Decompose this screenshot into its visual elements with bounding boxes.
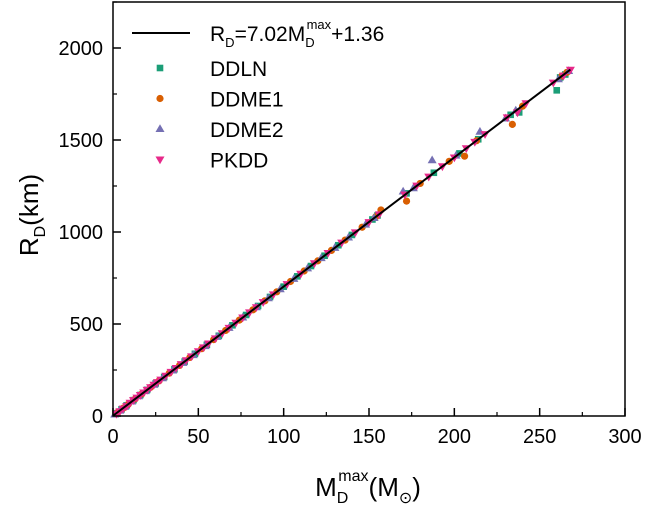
x-tick-label: 0 — [107, 426, 118, 448]
y-axis-label: RD(km) — [14, 174, 49, 256]
y-tick-label: 1000 — [59, 222, 104, 244]
data-point — [508, 120, 516, 128]
x-tick-label: 250 — [523, 426, 556, 448]
y-tick-label: 2000 — [59, 38, 104, 60]
legend-label-ddme2: DDME2 — [210, 119, 284, 142]
fit-line-layer — [112, 68, 571, 417]
legend-fit-line-label: RD=7.02MDmax+1.36 — [210, 17, 384, 50]
y-tick-label: 0 — [92, 406, 103, 428]
tick-labels: 0 50 100 150 200 250 300 0 500 1000 1500 2000 — [59, 38, 642, 448]
legend-marker-ddme2 — [155, 124, 165, 132]
legend-label-ddln: DDLN — [210, 58, 267, 81]
x-tick-label: 50 — [187, 426, 209, 448]
plot-frame — [112, 1, 626, 417]
y-tick-label: 1500 — [59, 130, 104, 152]
y-tick-label: 500 — [70, 314, 103, 336]
fit-line — [112, 68, 571, 417]
legend: RD=7.02MDmax+1.36 DDLN DDME1 DDME2 PKDD — [132, 17, 384, 173]
x-tick-label: 150 — [352, 426, 385, 448]
legend-marker-pkdd — [155, 156, 165, 165]
legend-label-ddme1: DDME1 — [210, 89, 284, 112]
legend-marker-ddln — [156, 64, 164, 72]
data-point — [427, 155, 437, 164]
data-point — [553, 87, 561, 94]
data-point — [460, 152, 469, 160]
legend-label-pkdd: PKDD — [210, 150, 268, 173]
x-tick-label: 300 — [608, 426, 641, 448]
legend-marker-ddme1 — [156, 94, 164, 103]
x-tick-label: 100 — [267, 426, 300, 448]
data-point — [402, 197, 411, 205]
data-point — [559, 72, 569, 81]
x-tick-label: 200 — [438, 426, 471, 448]
x-axis-label: MDmax(M⊙) — [315, 468, 421, 507]
